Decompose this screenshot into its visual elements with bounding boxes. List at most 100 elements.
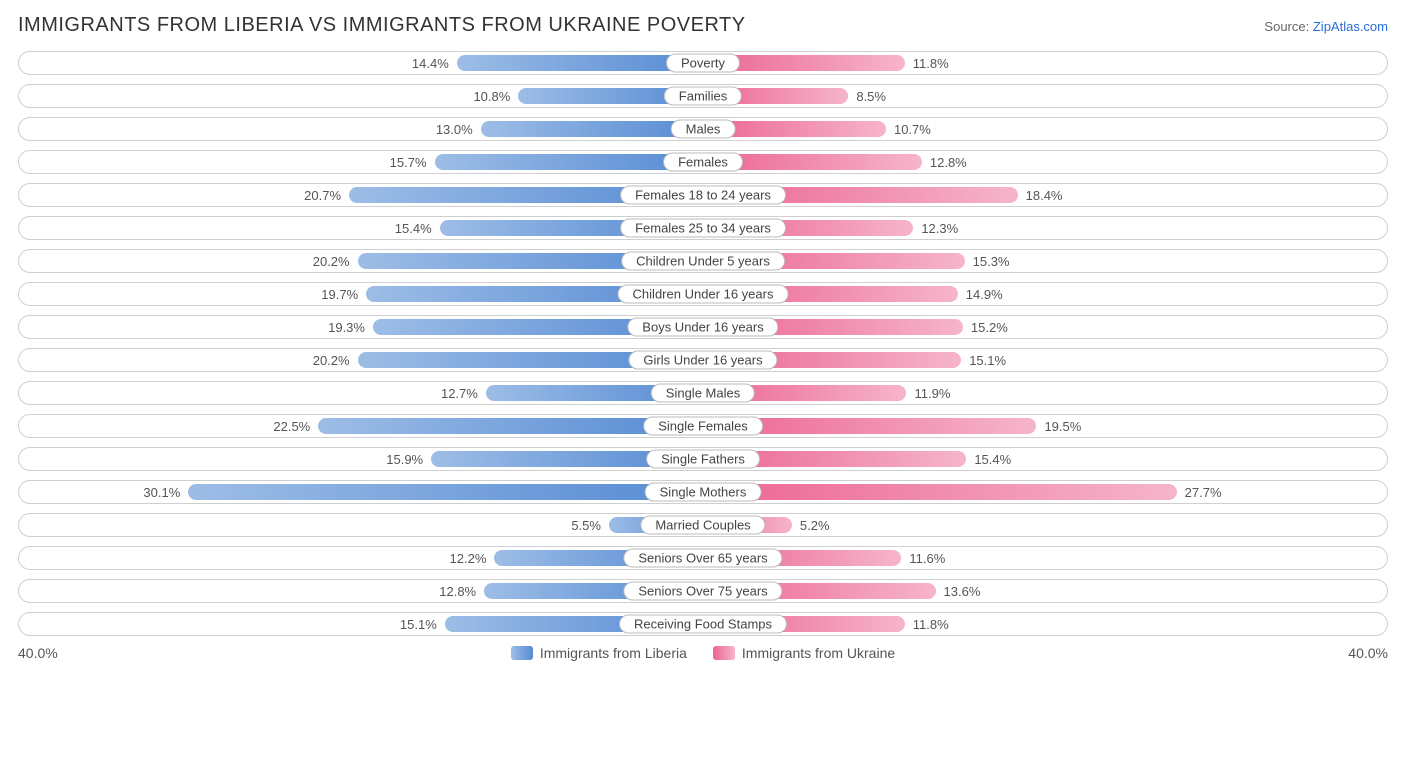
value-right: 15.2% [963, 320, 1016, 335]
row-left-half: 15.9% [19, 448, 703, 470]
category-label: Receiving Food Stamps [619, 615, 787, 634]
chart-row: 20.2%15.3%Children Under 5 years [18, 249, 1388, 273]
value-right: 15.4% [966, 452, 1019, 467]
category-label: Children Under 16 years [618, 285, 789, 304]
value-right: 11.9% [906, 386, 958, 401]
value-right: 12.8% [922, 155, 975, 170]
value-left: 30.1% [135, 485, 188, 500]
row-left-half: 12.8% [19, 580, 703, 602]
legend-item-ukraine: Immigrants from Ukraine [713, 645, 895, 661]
row-right-half: 15.2% [703, 316, 1387, 338]
chart-row: 14.4% 11.8% Poverty [18, 51, 1388, 75]
axis-max-left: 40.0% [18, 645, 58, 661]
row-right-half: 19.5% [703, 415, 1387, 437]
chart-row: 19.3% 15.2% Boys Under 16 years [18, 315, 1388, 339]
source-link[interactable]: ZipAtlas.com [1313, 19, 1388, 34]
bar-right [703, 484, 1177, 500]
chart-row: 15.7% 12.8% Females [18, 150, 1388, 174]
category-label: Girls Under 16 years [628, 351, 777, 370]
value-right: 5.2% [792, 518, 838, 533]
value-left: 19.3% [320, 320, 373, 335]
category-label: Seniors Over 65 years [623, 549, 782, 568]
value-left: 5.5% [563, 518, 609, 533]
row-left-half: 14.4% [19, 52, 703, 74]
value-left: 12.7% [433, 386, 486, 401]
category-label: Males [671, 120, 736, 139]
category-label: Seniors Over 75 years [623, 582, 782, 601]
row-right-half: 11.9% [703, 382, 1387, 404]
category-label: Females [663, 153, 743, 172]
row-left-half: 15.1% [19, 613, 703, 635]
chart-row: 5.5%5.2%Married Couples [18, 513, 1388, 537]
chart-row: 10.8% 8.5% Families [18, 84, 1388, 108]
row-left-half: 22.5% [19, 415, 703, 437]
row-right-half: 8.5% [703, 85, 1387, 107]
source-label: Source: [1264, 19, 1309, 34]
value-right: 14.9% [958, 287, 1011, 302]
row-right-half: 11.6% [703, 547, 1387, 569]
value-left: 22.5% [265, 419, 318, 434]
row-left-half: 5.5% [19, 514, 703, 536]
row-right-half: 18.4% [703, 184, 1387, 206]
legend-label-ukraine: Immigrants from Ukraine [742, 645, 895, 661]
row-right-half: 11.8% [703, 613, 1387, 635]
chart-row: 13.0%10.7%Males [18, 117, 1388, 141]
legend-swatch-ukraine [713, 646, 735, 660]
value-left: 20.2% [305, 353, 358, 368]
category-label: Single Mothers [645, 483, 762, 502]
row-left-half: 15.4% [19, 217, 703, 239]
value-left: 15.1% [392, 617, 445, 632]
value-right: 11.6% [901, 551, 953, 566]
chart-row: 22.5% 19.5% Single Females [18, 414, 1388, 438]
legend-label-liberia: Immigrants from Liberia [540, 645, 687, 661]
row-left-half: 19.3% [19, 316, 703, 338]
category-label: Single Females [643, 417, 763, 436]
category-label: Single Fathers [646, 450, 760, 469]
legend-item-liberia: Immigrants from Liberia [511, 645, 687, 661]
value-right: 8.5% [848, 89, 894, 104]
chart-row: 30.1%27.7%Single Mothers [18, 480, 1388, 504]
value-right: 18.4% [1018, 188, 1071, 203]
row-right-half: 15.3% [703, 250, 1387, 272]
value-right: 15.1% [961, 353, 1014, 368]
value-left: 14.4% [404, 56, 457, 71]
row-right-half: 12.8% [703, 151, 1387, 173]
value-left: 15.7% [382, 155, 435, 170]
category-label: Females 18 to 24 years [620, 186, 786, 205]
row-left-half: 12.7% [19, 382, 703, 404]
value-left: 12.2% [442, 551, 495, 566]
value-right: 15.3% [965, 254, 1018, 269]
diverging-bar-chart: 14.4%11.8%Poverty10.8%8.5%Families13.0%1… [18, 51, 1388, 636]
row-right-half: 12.3% [703, 217, 1387, 239]
row-right-half: 10.7% [703, 118, 1387, 140]
value-left: 15.4% [387, 221, 440, 236]
value-right: 11.8% [905, 56, 957, 71]
chart-row: 20.2% 15.1% Girls Under 16 years [18, 348, 1388, 372]
value-right: 19.5% [1036, 419, 1089, 434]
row-right-half: 5.2% [703, 514, 1387, 536]
category-label: Families [664, 87, 742, 106]
value-right: 11.8% [905, 617, 957, 632]
category-label: Poverty [666, 54, 740, 73]
category-label: Females 25 to 34 years [620, 219, 786, 238]
legend-swatch-liberia [511, 646, 533, 660]
value-left: 12.8% [431, 584, 484, 599]
header: IMMIGRANTS FROM LIBERIA VS IMMIGRANTS FR… [18, 14, 1388, 37]
chart-row: 20.7% 18.4% Females 18 to 24 years [18, 183, 1388, 207]
value-right: 12.3% [913, 221, 966, 236]
row-left-half: 13.0% [19, 118, 703, 140]
value-left: 10.8% [465, 89, 518, 104]
category-label: Children Under 5 years [621, 252, 785, 271]
row-left-half: 20.2% [19, 349, 703, 371]
chart-row: 15.4% 12.3% Females 25 to 34 years [18, 216, 1388, 240]
row-right-half: 15.4% [703, 448, 1387, 470]
row-right-half: 15.1% [703, 349, 1387, 371]
row-left-half: 30.1% [19, 481, 703, 503]
row-left-half: 12.2% [19, 547, 703, 569]
row-left-half: 20.7% [19, 184, 703, 206]
chart-row: 12.2% 11.6% Seniors Over 65 years [18, 546, 1388, 570]
row-right-half: 11.8% [703, 52, 1387, 74]
category-label: Boys Under 16 years [627, 318, 778, 337]
legend: Immigrants from Liberia Immigrants from … [511, 645, 895, 661]
chart-row: 15.1% 11.8% Receiving Food Stamps [18, 612, 1388, 636]
